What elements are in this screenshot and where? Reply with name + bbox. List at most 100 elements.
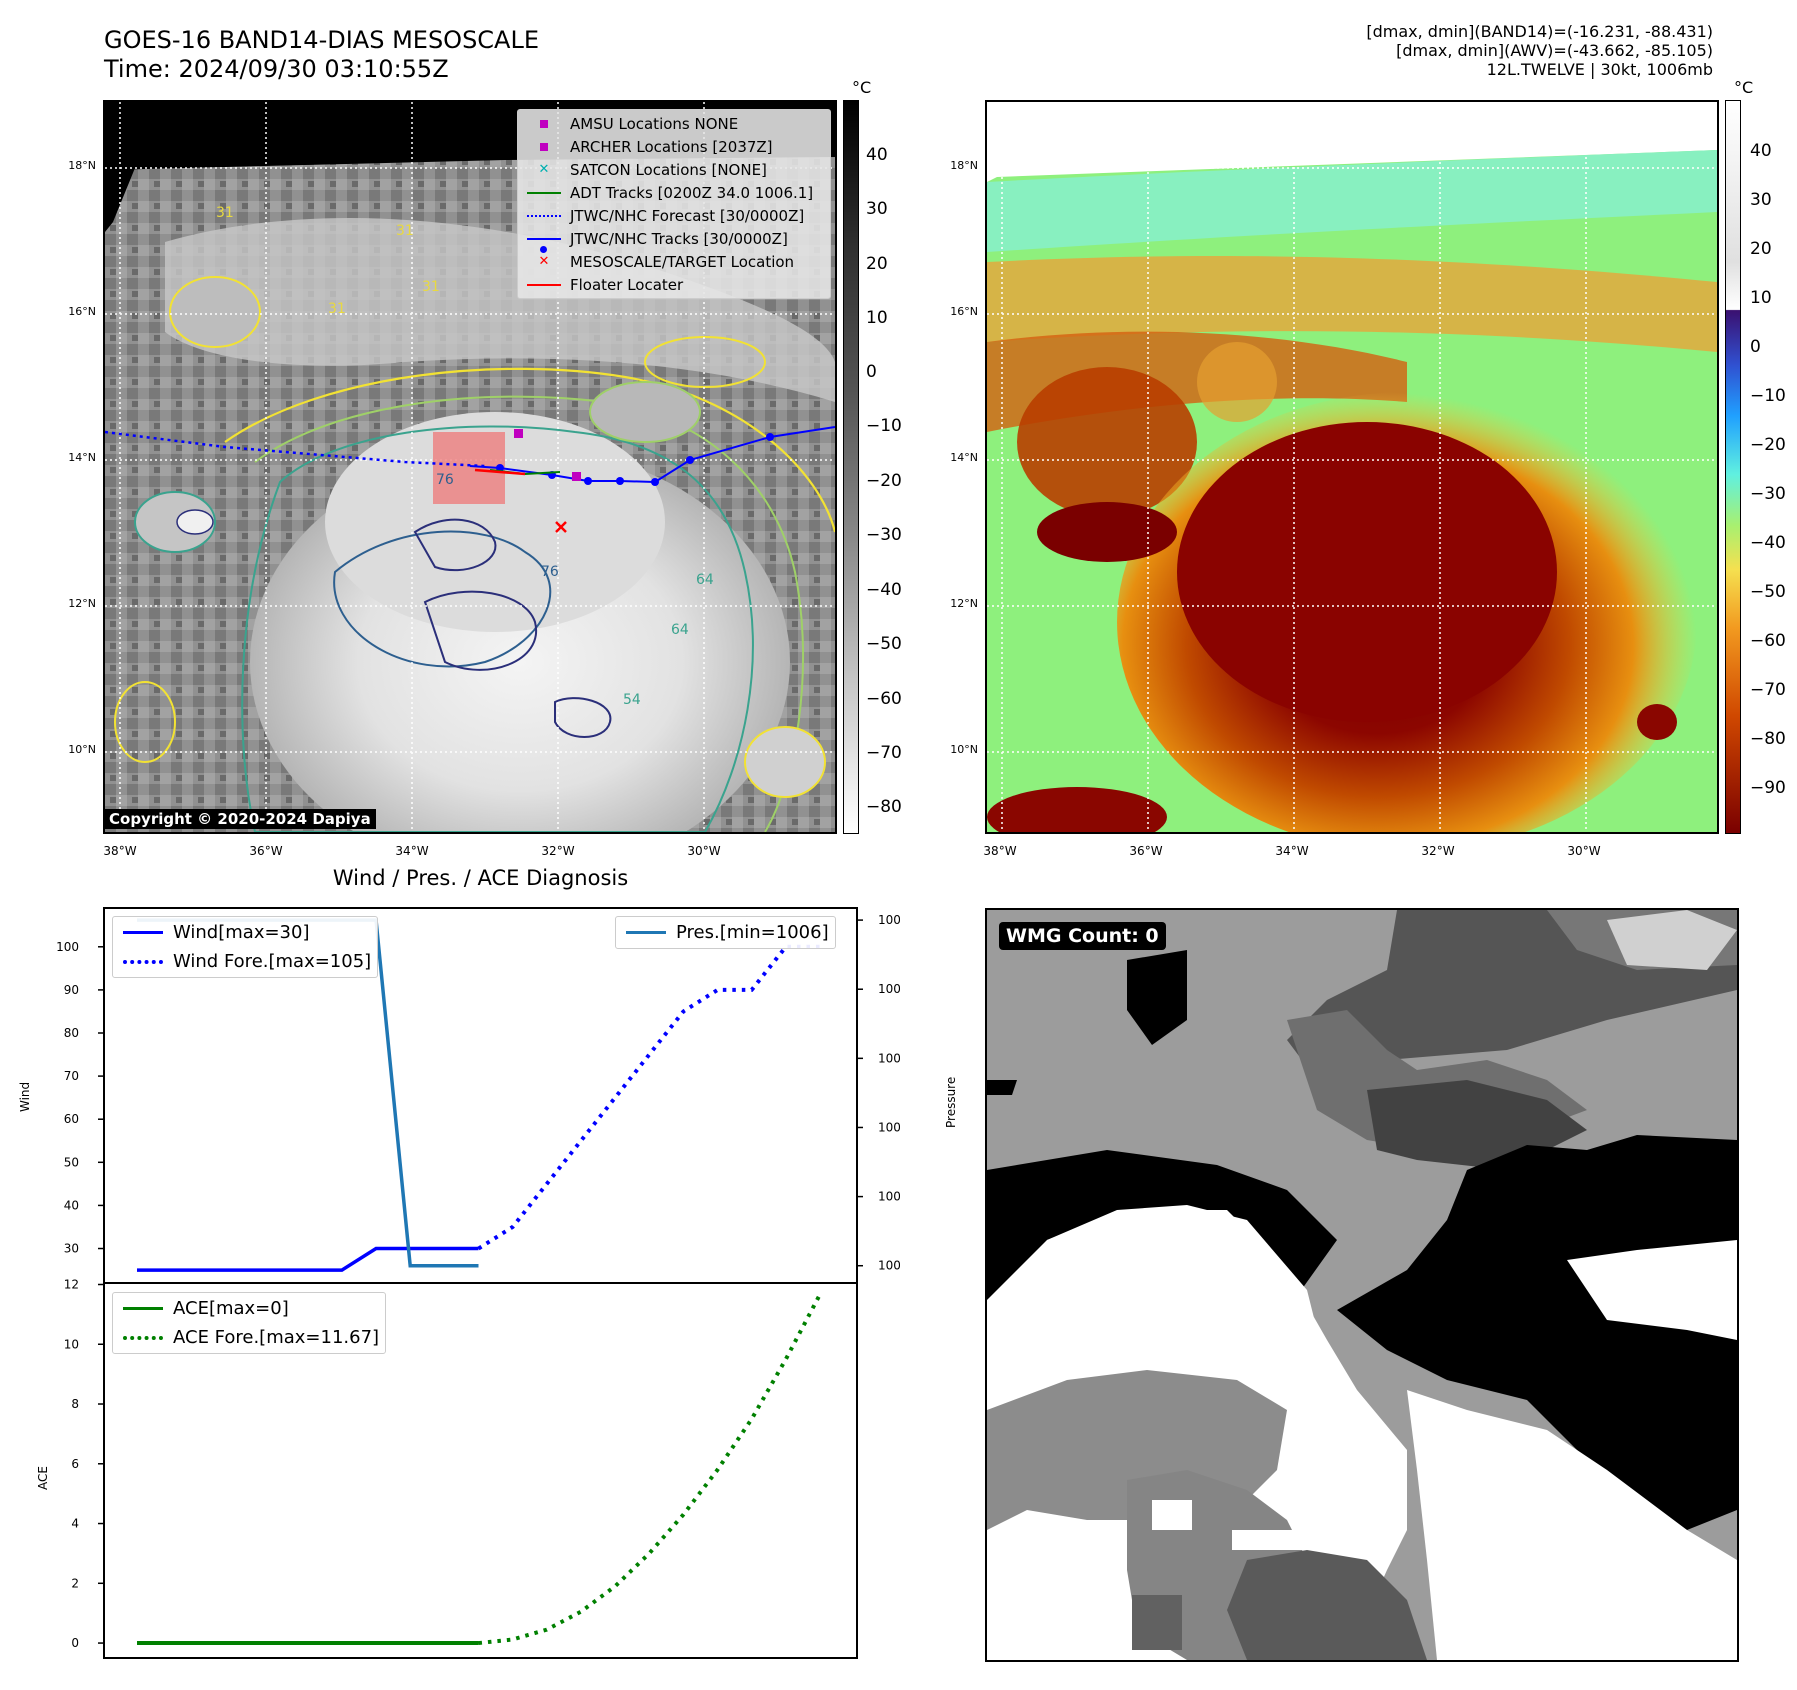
wv-colorbar-tick: −70 bbox=[1750, 680, 1786, 700]
wmg-map: WMG Count: 0 bbox=[985, 908, 1739, 1662]
ace-axis-tick-label: 2 bbox=[71, 1576, 79, 1590]
dot-line-icon bbox=[518, 237, 570, 253]
ir-colorbar-unit: °C bbox=[852, 78, 872, 97]
wv-lon-tick: 38°W bbox=[983, 844, 1017, 858]
wv-colorbar-tick: 30 bbox=[1750, 190, 1772, 210]
wind-axis-tick-label: 30 bbox=[64, 1242, 79, 1256]
wind-axis-tick-label: 90 bbox=[64, 983, 79, 997]
x-marker-icon: ✕ bbox=[538, 254, 550, 269]
ir-lat-tick: 18°N bbox=[68, 159, 96, 172]
line-marker-icon bbox=[626, 931, 666, 934]
ir-colorbar-tick: −30 bbox=[866, 525, 902, 545]
wv-lat-tick: 10°N bbox=[950, 743, 978, 756]
ace-legend: ACE[max=0] ACE Fore.[max=11.67] bbox=[112, 1292, 387, 1354]
ir-lat-tick: 14°N bbox=[68, 451, 96, 464]
wv-lat-tick: 18°N bbox=[950, 159, 978, 172]
legend-jtwc-forecast: JTWC/NHC Forecast [30/0000Z] bbox=[518, 204, 830, 227]
ace-axis-tick-label: 6 bbox=[71, 1457, 79, 1471]
ir-colorbar-tick: 10 bbox=[866, 308, 888, 328]
legend-floater: Floater Locater bbox=[518, 273, 830, 296]
legend-pressure: Pres.[min=1006] bbox=[616, 918, 829, 947]
ir-lat-tick: 12°N bbox=[68, 597, 96, 610]
ir-colorbar-tick: −60 bbox=[866, 689, 902, 709]
wv-lon-tick: 36°W bbox=[1129, 844, 1163, 858]
ir-colorbar-tick: 20 bbox=[866, 254, 888, 274]
figure-title-line1: GOES-16 BAND14-DIAS MESOSCALE bbox=[104, 26, 540, 54]
wv-lon-tick: 30°W bbox=[1567, 844, 1601, 858]
storm-info: 12L.TWELVE | 30kt, 1006mb bbox=[1486, 60, 1713, 79]
ir-lat-tick: 16°N bbox=[68, 305, 96, 318]
wv-colorbar-tick: −50 bbox=[1750, 582, 1786, 602]
dotted-line-icon bbox=[123, 959, 163, 964]
figure-title: GOES-16 BAND14-DIAS MESOSCALE Time: 2024… bbox=[104, 26, 539, 84]
legend-jtwc-tracks: JTWC/NHC Tracks [30/0000Z] bbox=[518, 227, 830, 253]
contour-label: 76 bbox=[541, 564, 559, 580]
ace-axis-tick-label: 8 bbox=[71, 1397, 79, 1411]
pressure-axis-tick-label: 1006.0 bbox=[878, 1259, 900, 1273]
figure-time: Time: 2024/09/30 03:10:55Z bbox=[104, 55, 449, 83]
contour-label: 64 bbox=[671, 622, 689, 638]
wind-axis-tick-label: 60 bbox=[64, 1112, 79, 1126]
ir-colorbar-tick: −40 bbox=[866, 580, 902, 600]
wv-colorbar-unit: °C bbox=[1734, 78, 1754, 97]
ir-colorbar-tick: −50 bbox=[866, 634, 902, 654]
legend-amsu: AMSU Locations NONE bbox=[518, 112, 830, 135]
pressure-axis-tick-label: 1006.8 bbox=[878, 982, 900, 996]
wv-colorbar-tick: −80 bbox=[1750, 729, 1786, 749]
wv-colorbar-tick: −90 bbox=[1750, 778, 1786, 798]
line-marker-icon bbox=[123, 931, 163, 934]
wv-lat-tick: 12°N bbox=[950, 597, 978, 610]
ir-lon-tick: 38°W bbox=[103, 844, 137, 858]
dotted-line-icon bbox=[123, 1335, 163, 1340]
square-marker-icon bbox=[540, 142, 548, 151]
ir-lon-tick: 34°W bbox=[395, 844, 429, 858]
contour-label: 54 bbox=[623, 692, 641, 708]
series-line bbox=[137, 1246, 479, 1272]
wmg-count-badge: WMG Count: 0 bbox=[999, 922, 1166, 950]
contour-label: 31 bbox=[216, 205, 234, 221]
wv-colorbar-tick: −10 bbox=[1750, 386, 1786, 406]
legend-satcon: ✕ SATCON Locations [NONE] bbox=[518, 158, 830, 181]
ir-colorbar bbox=[843, 100, 859, 834]
series-line bbox=[477, 944, 820, 1251]
line-marker-icon bbox=[527, 283, 561, 286]
ir-lat-tick: 10°N bbox=[68, 743, 96, 756]
wv-colorbar-tick: 20 bbox=[1750, 239, 1772, 259]
pressure-axis-label: Pressure bbox=[944, 1076, 958, 1128]
band14-range: [dmax, dmin](BAND14)=(-16.231, -88.431) bbox=[1366, 22, 1713, 41]
wv-lat-tick: 14°N bbox=[950, 451, 978, 464]
ace-axis-tick-label: 4 bbox=[71, 1517, 79, 1531]
wv-colorbar-tick: −60 bbox=[1750, 631, 1786, 651]
wv-satellite-map bbox=[985, 100, 1719, 834]
ir-lon-tick: 36°W bbox=[249, 844, 283, 858]
series-line bbox=[478, 1293, 822, 1646]
wv-lon-tick: 34°W bbox=[1275, 844, 1309, 858]
ir-colorbar-tick: −10 bbox=[866, 416, 902, 436]
copyright-badge: Copyright © 2020-2024 Dapiya bbox=[105, 809, 376, 829]
wind-axis-tick-label: 100 bbox=[56, 940, 79, 954]
ir-lon-tick: 32°W bbox=[541, 844, 575, 858]
wind-legend: Wind[max=30] Wind Fore.[max=105] bbox=[112, 916, 379, 978]
ir-colorbar-tick: 30 bbox=[866, 199, 888, 219]
wind-axis-tick-label: 80 bbox=[64, 1026, 79, 1040]
pressure-axis-tick-label: 1007.0 bbox=[878, 913, 900, 927]
wv-map-graphic bbox=[987, 102, 1717, 832]
wv-lat-tick: 16°N bbox=[950, 305, 978, 318]
wv-colorbar-tick: −40 bbox=[1750, 533, 1786, 553]
line-marker-icon bbox=[123, 1307, 163, 1310]
ace-axis-tick-label: 0 bbox=[71, 1636, 79, 1650]
contour-label: 64 bbox=[696, 572, 714, 588]
contour-label: 31 bbox=[328, 301, 346, 317]
wv-colorbar-tick: 0 bbox=[1750, 337, 1761, 357]
awv-range: [dmax, dmin](AWV)=(-43.662, -85.105) bbox=[1396, 41, 1713, 60]
stats-block: [dmax, dmin](BAND14)=(-16.231, -88.431) … bbox=[1366, 22, 1713, 79]
wind-axis-tick-label: 70 bbox=[64, 1069, 79, 1083]
wv-colorbar-tick: 10 bbox=[1750, 288, 1772, 308]
legend-wind: Wind[max=30] bbox=[113, 918, 371, 947]
ir-satellite-map: 31 31 31 31 64 64 76 76 54 AMSU Location… bbox=[103, 100, 837, 834]
pressure-axis-tick-label: 1006.6 bbox=[878, 1051, 900, 1065]
wv-colorbar bbox=[1725, 100, 1741, 834]
ir-colorbar-tick: 40 bbox=[866, 145, 888, 165]
pressure-axis-tick-label: 1006.2 bbox=[878, 1190, 900, 1204]
